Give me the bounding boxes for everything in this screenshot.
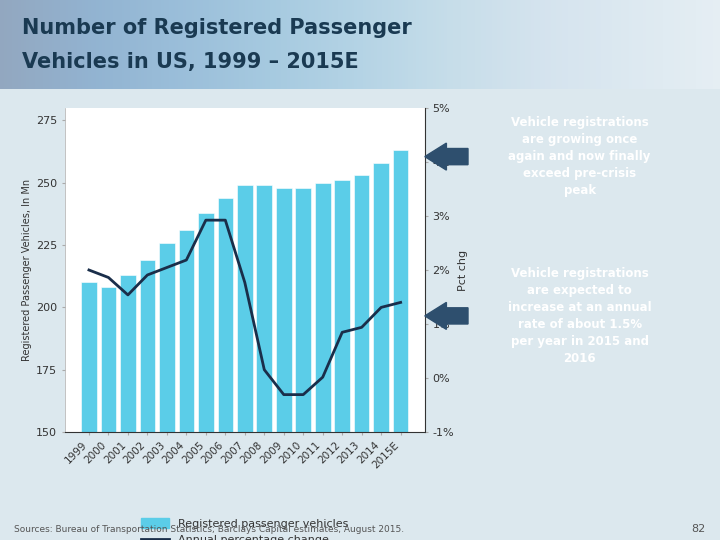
Bar (159, 242, 175, 540)
Bar (334, 180, 350, 540)
Bar (237, 185, 253, 540)
Bar (393, 150, 408, 540)
Bar (295, 188, 311, 540)
FancyArrow shape (425, 302, 468, 329)
Text: 82: 82 (691, 524, 706, 534)
Bar (315, 183, 330, 540)
Y-axis label: Registered Passenger Vehicles, In Mn: Registered Passenger Vehicles, In Mn (22, 179, 32, 361)
Bar (217, 198, 233, 540)
Bar (256, 185, 272, 540)
Bar (101, 287, 116, 540)
FancyArrow shape (425, 143, 468, 170)
Bar (374, 163, 389, 540)
Legend: Registered passenger vehicles, Annual percentage change: Registered passenger vehicles, Annual pe… (137, 514, 353, 540)
Text: Vehicle registrations
are growing once
again and now finally
exceed pre-crisis
p: Vehicle registrations are growing once a… (508, 116, 651, 197)
Text: Sources: Bureau of Transportation Statistics; Barclays Capital estimates, August: Sources: Bureau of Transportation Statis… (14, 525, 405, 534)
Bar (179, 230, 194, 540)
Text: Number of Registered Passenger: Number of Registered Passenger (22, 18, 411, 38)
Bar (276, 188, 292, 540)
Bar (198, 213, 214, 540)
Bar (120, 275, 135, 540)
Text: Vehicles in US, 1999 – 2015E: Vehicles in US, 1999 – 2015E (22, 52, 359, 72)
Bar (140, 260, 156, 540)
Bar (354, 176, 369, 540)
Text: Vehicle registrations
are expected to
increase at an annual
rate of about 1.5%
p: Vehicle registrations are expected to in… (508, 267, 652, 365)
Y-axis label: Pct chg: Pct chg (458, 249, 468, 291)
Bar (81, 282, 96, 540)
